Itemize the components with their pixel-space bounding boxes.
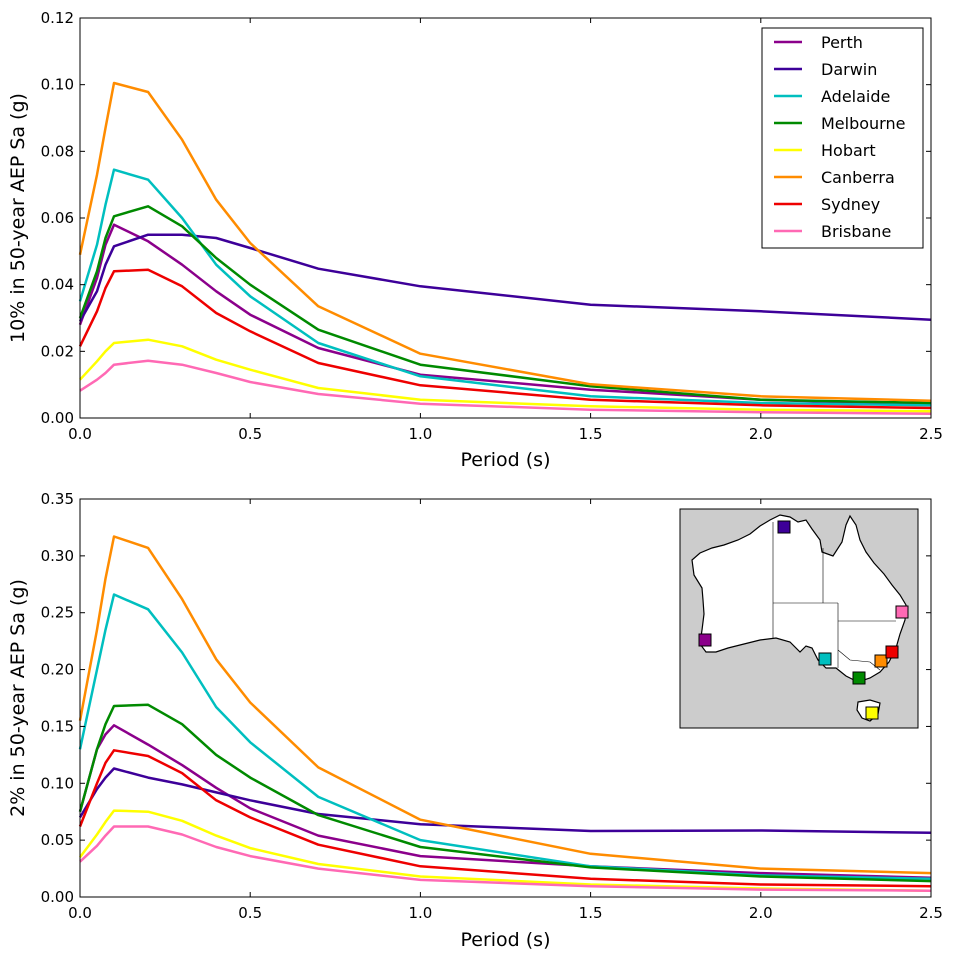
map-marker-perth (698, 633, 712, 647)
x-tick-label: 2.5 (919, 425, 943, 443)
axis-ticks: 0.0 0.5 1.0 1.5 2.0 2.5 0.00 0.05 0.10 0.15 0.20 0.… (41, 490, 943, 922)
map-marker-melbourne (852, 671, 866, 685)
map-marker-darwin (777, 520, 791, 534)
x-tick-label: 0.0 (68, 904, 92, 922)
y-tick-label: 0.04 (41, 276, 74, 294)
map-marker-brisbane (895, 605, 909, 619)
y-axis-title: 2% in 50-year AEP Sa (g) (7, 579, 29, 817)
x-tick-label: 1.0 (408, 904, 432, 922)
y-tick-label: 0.00 (41, 409, 74, 427)
y-tick-label: 0.15 (41, 717, 74, 735)
chart-10pct: 0.0 0.5 1.0 1.5 2.0 2.5 0.00 0.02 0.04 0.06 0.08 0.… (7, 9, 943, 471)
x-axis-title: Period (s) (460, 929, 550, 951)
legend-label: Melbourne (821, 114, 905, 133)
y-tick-label: 0.10 (41, 774, 74, 792)
series-line-brisbane (79, 825, 932, 892)
map-marker-canberra (874, 654, 888, 668)
legend-label: Perth (821, 33, 863, 52)
series-lines (78, 535, 932, 892)
legend-label: Sydney (821, 195, 880, 214)
y-tick-label: 0.25 (41, 604, 74, 622)
x-tick-label: 2.0 (749, 425, 773, 443)
map-marker-adelaide (818, 652, 832, 666)
series-line-melbourne (78, 205, 932, 405)
series-line-hobart (79, 338, 932, 413)
legend: Perth Darwin Adelaide Melbourne Hobart Canber… (761, 27, 924, 249)
series-lines (78, 81, 932, 415)
y-tick-label: 0.08 (41, 142, 74, 160)
series-line-hobart (78, 809, 932, 892)
x-tick-label: 0.5 (238, 425, 262, 443)
y-tick-label: 0.05 (41, 831, 74, 849)
y-tick-label: 0.30 (41, 547, 74, 565)
y-tick-label: 0.35 (41, 490, 74, 508)
y-tick-label: 0.12 (41, 9, 74, 27)
map-marker-hobart (865, 706, 879, 720)
series-line-canberra (78, 535, 932, 875)
x-axis-title: Period (s) (460, 449, 550, 471)
x-tick-label: 1.5 (579, 425, 603, 443)
y-tick-label: 0.10 (41, 76, 74, 94)
chart-2pct: 0.0 0.5 1.0 1.5 2.0 2.5 0.00 0.05 0.10 0.15 0.20 0.… (7, 490, 943, 951)
y-tick-label: 0.06 (41, 209, 74, 227)
x-tick-label: 0.0 (68, 425, 92, 443)
series-line-perth (78, 223, 932, 406)
legend-label: Canberra (821, 168, 895, 187)
map-marker-sydney (885, 645, 899, 659)
series-line-canberra (78, 81, 932, 402)
legend-label: Darwin (821, 60, 877, 79)
x-tick-label: 1.5 (579, 904, 603, 922)
state-borders (772, 522, 896, 671)
legend-label: Hobart (821, 141, 876, 160)
y-tick-label: 0.02 (41, 342, 74, 360)
x-tick-label: 2.5 (919, 904, 943, 922)
australia-mainland (691, 514, 907, 683)
legend-label: Brisbane (821, 222, 891, 241)
series-line-adelaide (78, 168, 932, 407)
legend-label: Adelaide (821, 87, 890, 106)
series-line-sydney (78, 749, 932, 888)
series-line-darwin (78, 233, 932, 322)
australia-map-inset (679, 508, 919, 729)
x-tick-label: 1.0 (408, 425, 432, 443)
y-tick-label: 0.00 (41, 888, 74, 906)
legend-box (761, 27, 924, 249)
series-line-melbourne (78, 703, 932, 883)
series-line-sydney (78, 268, 932, 410)
y-tick-label: 0.20 (41, 661, 74, 679)
y-axis-title: 10% in 50-year AEP Sa (g) (7, 93, 29, 343)
x-tick-label: 0.5 (238, 904, 262, 922)
series-line-darwin (78, 767, 932, 835)
series-line-brisbane (79, 359, 932, 415)
plot-frame (79, 498, 932, 898)
x-tick-label: 2.0 (749, 904, 773, 922)
axis-ticks: 0.0 0.5 1.0 1.5 2.0 2.5 0.00 0.02 0.04 0.06 0.08 0.… (41, 9, 943, 443)
